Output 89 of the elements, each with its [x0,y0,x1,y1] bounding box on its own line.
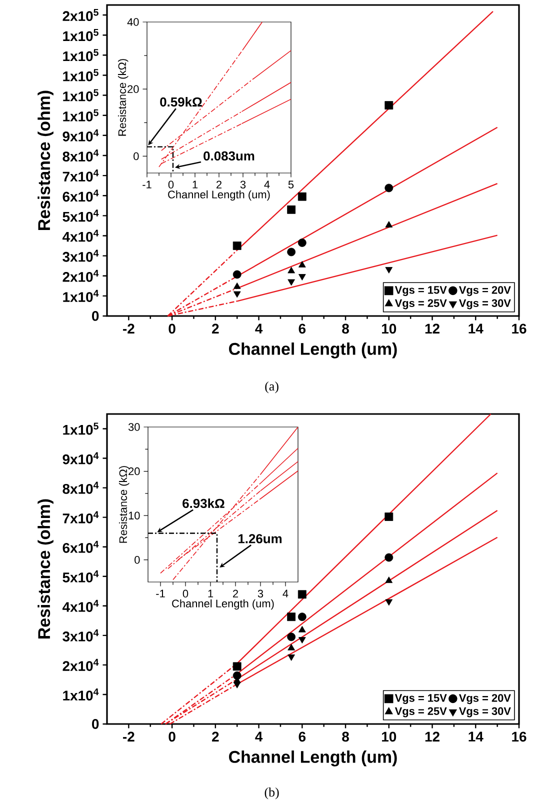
x-axis-title: Channel Length (um) [229,342,397,358]
x-tick-label: 2 [233,590,238,598]
y-axis-title: Resistance (kΩ) [118,59,128,136]
x-tick-label: 12 [425,732,440,742]
y-tick-label: 1x10$^{5}$ [63,69,98,82]
legend-label: Vgs = 30V [458,707,511,718]
text: (b) [264,788,279,800]
y-tick-label: 7x10$^{4}$ [62,511,99,524]
x-tick-label: 16 [512,324,526,334]
x-tick-label: 4 [255,324,263,334]
x-tick-label: 12 [425,324,440,334]
x-tick-label: 3 [258,590,264,598]
x-tick-label: 14 [468,324,484,334]
y-tick-label: 30 [128,423,140,431]
y-tick-label: 5x10$^{4}$ [62,210,99,222]
x-tick-label: 2 [216,180,222,188]
y-tick-label: 6x10$^{4}$ [62,190,99,202]
legend-label: Vgs = 25V [394,707,447,718]
y-tick-label: 6x10$^{4}$ [62,540,99,553]
x-tick-label: -2 [123,324,134,334]
y-tick-label: 0 [134,152,139,160]
x-tick-label: 0 [168,732,176,742]
x-tick-label: 2 [212,324,219,334]
y-tick-label: 2x10$^{4}$ [62,270,99,282]
annotation: 0.59kΩ [160,97,202,107]
y-tick-label: 0 [134,556,140,564]
x-tick-label: -1 [156,590,165,598]
y-axis-title: Resistance (kΩ) [118,466,130,543]
y-tick-label: 2x10$^{5}$ [62,8,98,22]
x-tick-label: 10 [382,324,396,334]
x-tick-label: 0 [168,180,174,189]
x-tick-label: 0 [168,324,176,334]
x-tick-label: 8 [342,732,349,742]
y-tick-label: 5x10$^{4}$ [62,570,99,582]
x-tick-label: 10 [382,732,396,742]
annotation: 1.26um [238,534,282,544]
x-tick-label: 1 [192,180,198,188]
y-tick-label: 1x10$^{5}$ [63,422,98,435]
text: (a) [265,382,278,394]
y-tick-label: 1x10$^{4}$ [63,290,99,302]
y-tick-label: 20 [128,85,139,93]
legend-label: Vgs = 20V [458,694,511,704]
legend-label: Vgs = 25V [394,299,447,310]
y-tick-label: 8x10$^{4}$ [62,149,99,162]
y-tick-label: 1x10$^{5}$ [63,29,98,42]
x-tick-label: 4 [255,732,263,742]
x-tick-label: 6 [298,732,306,742]
x-tick-label: 14 [468,732,484,742]
x-tick-label: -2 [123,732,134,742]
x-tick-label: 4 [282,590,288,598]
y-tick-label: 8x10$^{4}$ [62,482,99,494]
y-tick-label: 10 [128,512,140,520]
x-tick-label: 0 [182,590,188,598]
y-tick-label: 4x10$^{4}$ [62,230,99,242]
x-tick-label: -1 [142,180,152,188]
legend-label: Vgs = 30V [458,299,511,310]
x-tick-label: 5 [288,180,294,188]
x-axis-title: Channel Length (um) [168,190,270,201]
x-tick-label: 16 [512,732,526,742]
y-axis-title: Resistance (ohm) [38,90,54,230]
legend-label: Vgs = 15V [394,694,447,704]
y-tick-label: 4x10$^{4}$ [62,600,99,612]
y-tick-label: 0 [92,719,99,729]
y-tick-label: 0 [92,311,99,321]
x-tick-label: 2 [212,732,219,742]
annotation: 0.083um [204,151,254,161]
y-tick-label: 40 [127,18,139,26]
x-axis-title: Channel Length (um) [172,599,274,610]
x-tick-label: 3 [240,180,246,189]
y-tick-label: 3x10$^{4}$ [62,250,99,262]
x-tick-label: 1 [208,590,214,598]
annotation: 6.93kΩ [182,498,224,508]
y-axis-title: Resistance (ohm) [38,499,54,638]
y-tick-label: 1x10$^{5}$ [63,49,98,62]
y-tick-label: 1x10$^{5}$ [63,109,98,122]
y-tick-label: 2x10$^{4}$ [62,658,99,671]
x-axis-title: Channel Length (um) [229,750,397,766]
x-tick-label: 4 [264,180,270,188]
legend-label: Vgs = 20V [458,286,511,296]
y-tick-label: 1x10$^{5}$ [63,89,98,102]
y-tick-label: 9x10$^{4}$ [62,129,99,142]
y-tick-label: 20 [128,467,140,476]
y-tick-label: 7x10$^{4}$ [62,170,99,182]
x-tick-label: 6 [298,324,306,334]
legend-label: Vgs = 15V [394,286,447,296]
y-tick-label: 9x10$^{4}$ [62,452,99,464]
x-tick-label: 8 [342,324,349,334]
y-tick-label: 1x10$^{4}$ [63,688,99,701]
y-tick-label: 3x10$^{4}$ [62,629,99,642]
